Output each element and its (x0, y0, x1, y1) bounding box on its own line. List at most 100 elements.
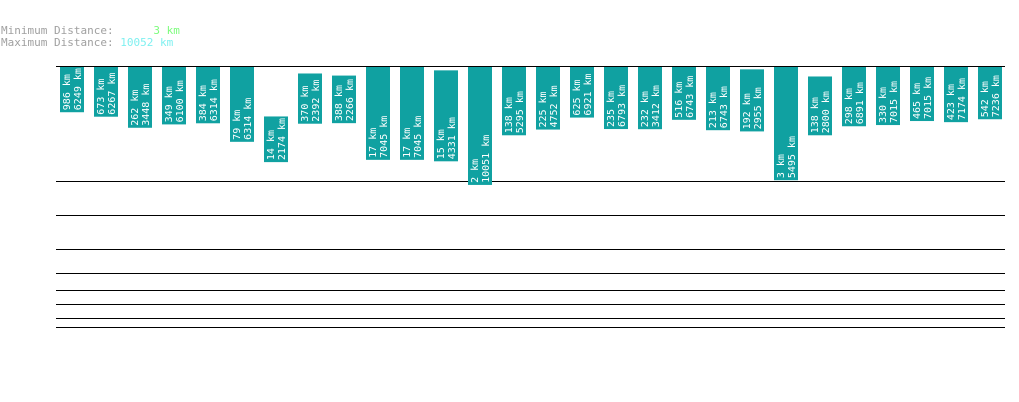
bar-min-label: 17 km (368, 128, 379, 158)
bar (774, 67, 798, 181)
bar-min-label: 15 km (436, 129, 447, 159)
bar-group: 17 km 7045 km (366, 67, 390, 160)
bar-min-label: 138 km (810, 97, 821, 133)
bar-min-label: 3 km (776, 154, 787, 178)
bar-group: 2 km 10051 km (468, 67, 492, 185)
bar-min-label: 465 km (912, 83, 923, 119)
bar-max-label: 6267 km (107, 73, 118, 115)
bar (162, 67, 186, 125)
bar-group: 384 km 6314 km (196, 67, 220, 124)
bar-max-label: 6793 km (617, 85, 628, 127)
bar (536, 67, 560, 130)
bar-group: 225 km 4752 km (536, 67, 560, 130)
bar-min-label: 14 km (266, 130, 277, 160)
bar-min-label: 423 km (946, 84, 957, 120)
bar-group: 213 km 6743 km (706, 67, 730, 131)
bar (570, 67, 594, 118)
bar-max-label: 5295 km (515, 91, 526, 133)
bar-min-label: 213 km (708, 92, 719, 128)
bar-min-label: 330 km (878, 87, 889, 123)
bar-group: 138 km 5295 km (502, 67, 526, 136)
bar (910, 67, 934, 122)
bar-min-label: 225 km (538, 91, 549, 127)
bar (400, 67, 424, 160)
bar (94, 67, 118, 117)
bar-max-label: 2955 km (753, 87, 764, 129)
bar (366, 67, 390, 160)
bar (502, 67, 526, 136)
bar-group: 625 km 6921 km (570, 67, 594, 118)
bar-min-label: 384 km (198, 85, 209, 121)
bar-group: 138 km 2800 km (808, 76, 832, 136)
bar-group: 986 km 6249 km (60, 67, 84, 113)
bar (434, 70, 458, 162)
bar-max-label: 5495 km (787, 136, 798, 178)
bar-max-label: 6249 km (73, 68, 84, 110)
bar (876, 67, 900, 126)
bar-group: 17 km 7045 km (400, 67, 424, 160)
bar-max-label: 2800 km (821, 91, 832, 133)
grid-lines (56, 66, 1005, 328)
bar-max-label: 6314 km (243, 98, 254, 140)
bar-group: 330 km 7015 km (876, 67, 900, 126)
bar (468, 67, 492, 185)
bar-group: 542 km 7236 km (978, 67, 1002, 120)
bar (706, 67, 730, 131)
bar-min-label: 542 km (980, 81, 991, 117)
bar-min-label: 192 km (742, 93, 753, 129)
max-distance-label: Maximum Distance: (1, 36, 114, 49)
bar-max-label: 6100 km (175, 80, 186, 122)
bars-group: 986 km 6249 km 673 km 6267 km 262 km 3448 km 3… (60, 67, 1002, 185)
bar-max-label: 7174 km (957, 78, 968, 120)
bar (264, 116, 288, 163)
bar-group: 349 km 6100 km (162, 67, 186, 125)
bar-min-label: 138 km (504, 97, 515, 133)
bar-group: 232 km 3412 km (638, 67, 662, 130)
bar-group: 388 km 2266 km (332, 75, 356, 124)
bar (332, 75, 356, 124)
bar (604, 67, 628, 130)
bar-max-label: 4752 km (549, 85, 560, 127)
max-distance-row: Maximum Distance: 10052 km (1, 37, 180, 49)
bar-max-label: 6891 km (855, 82, 866, 124)
bar (944, 67, 968, 123)
bar (672, 67, 696, 120)
bar-group: 3 km 5495 km (774, 67, 798, 181)
bar (740, 69, 764, 132)
bar-min-label: 673 km (96, 79, 107, 115)
bar-max-label: 3412 km (651, 85, 662, 127)
bar (196, 67, 220, 124)
bar-max-label: 6743 km (719, 86, 730, 128)
bar-group: 192 km 2955 km (740, 69, 764, 132)
min-distance-value: 3 km (153, 24, 180, 37)
bar-group: 298 km 6891 km (842, 67, 866, 127)
bar-max-label: 2266 km (345, 79, 356, 121)
bar-group: 262 km 3448 km (128, 67, 152, 128)
bar-min-label: 79 km (232, 110, 243, 140)
bar-group: 79 km 6314 km (230, 67, 254, 142)
bar-group: 15 km 4331 km (434, 70, 458, 162)
bar-max-label: 3448 km (141, 84, 152, 126)
bar-max-label: 7045 km (413, 116, 424, 158)
bar-min-label: 516 km (674, 82, 685, 118)
bar-min-label: 2 km (470, 159, 481, 183)
bar (230, 67, 254, 142)
bar-group: 370 km 2392 km (298, 73, 322, 124)
bar-max-label: 4331 km (447, 117, 458, 159)
bar-group: 235 km 6793 km (604, 67, 628, 130)
distance-stats: Minimum Distance: 3 km Maximum Distance:… (1, 25, 180, 49)
bar (298, 73, 322, 124)
bar-min-label: 262 km (130, 90, 141, 126)
bar-min-label: 298 km (844, 88, 855, 124)
bar-group: 516 km 6743 km (672, 67, 696, 120)
bar-max-label: 6314 km (209, 79, 220, 121)
bar (808, 76, 832, 136)
bar-min-label: 349 km (164, 86, 175, 122)
min-distance-label: Minimum Distance: (1, 24, 114, 37)
bar-min-label: 625 km (572, 79, 583, 115)
bar-max-label: 2174 km (277, 118, 288, 160)
bar-min-label: 232 km (640, 91, 651, 127)
bar-max-label: 7236 km (991, 75, 1002, 117)
bar-min-label: 235 km (606, 91, 617, 127)
